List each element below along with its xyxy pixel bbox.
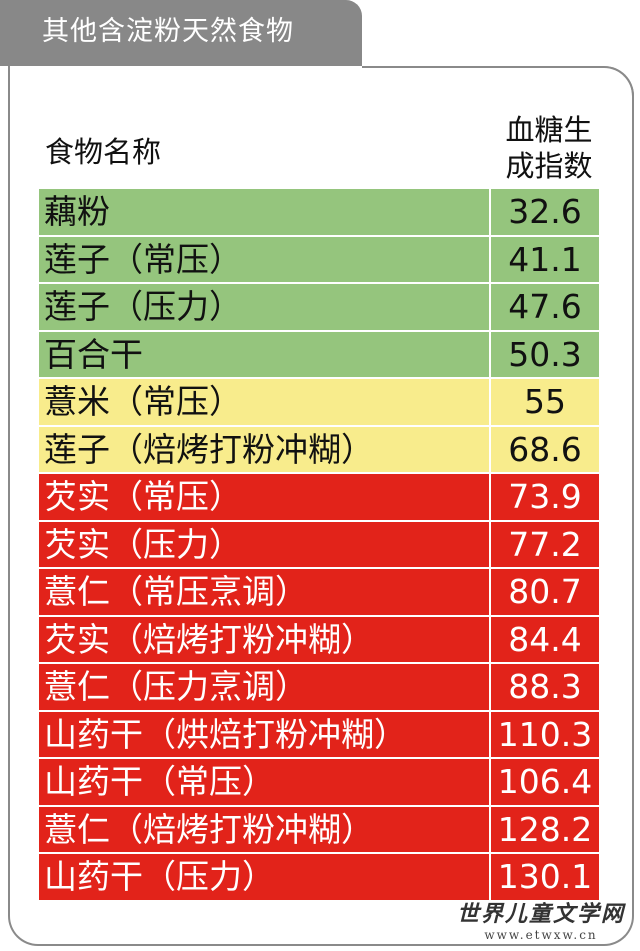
column-header-gi-line1: 血糖生	[505, 113, 593, 147]
food-name-cell: 山药干（常压）	[39, 759, 489, 805]
food-name-cell: 芡实（常压）	[39, 474, 489, 520]
column-header-food-name: 食物名称	[45, 135, 162, 169]
gi-value-cell: 77.2	[491, 521, 599, 567]
food-name-cell: 莲子（焙烤打粉冲糊）	[39, 426, 489, 472]
watermark-site-name: 世界儿童文学网	[456, 901, 625, 927]
title-tab: 其他含淀粉天然食物	[0, 0, 362, 66]
gi-value-cell: 130.1	[491, 854, 599, 900]
food-name-cell: 山药干（烘焙打粉冲糊）	[39, 711, 489, 757]
table-row: 薏仁（常压烹调） 80.7	[39, 569, 599, 615]
gi-value-cell: 68.6	[491, 426, 599, 472]
table-row: 薏仁（压力烹调） 88.3	[39, 664, 599, 710]
food-name-cell: 莲子（压力）	[39, 284, 489, 330]
gi-value-cell: 110.3	[491, 711, 599, 757]
table-row: 芡实（焙烤打粉冲糊） 84.4	[39, 616, 599, 662]
gi-value-cell: 41.1	[491, 236, 599, 282]
table-row: 莲子（压力） 47.6	[39, 284, 599, 330]
gi-table: 藕粉 32.6 莲子（常压） 41.1 莲子（压力） 47.6 百合干 50.3 薏米（常压） 5…	[39, 189, 599, 902]
food-name-cell: 百合干	[39, 331, 489, 377]
gi-value-cell: 32.6	[491, 189, 599, 235]
gi-value-cell: 106.4	[491, 759, 599, 805]
table-row: 莲子（常压） 41.1	[39, 236, 599, 282]
food-name-cell: 芡实（焙烤打粉冲糊）	[39, 616, 489, 662]
gi-value-cell: 88.3	[491, 664, 599, 710]
watermark-url: www.etwxw.cn	[484, 928, 598, 942]
food-name-cell: 莲子（常压）	[39, 236, 489, 282]
table-row: 山药干（烘焙打粉冲糊） 110.3	[39, 711, 599, 757]
column-header-gi-line2: 成指数	[505, 149, 593, 183]
food-name-cell: 薏仁（常压烹调）	[39, 569, 489, 615]
table-row: 莲子（焙烤打粉冲糊） 68.6	[39, 426, 599, 472]
food-name-cell: 藕粉	[39, 189, 489, 235]
table-row: 藕粉 32.6	[39, 189, 599, 235]
food-name-cell: 薏米（常压）	[39, 379, 489, 425]
food-name-cell: 薏仁（焙烤打粉冲糊）	[39, 806, 489, 852]
gi-value-cell: 73.9	[491, 474, 599, 520]
gi-value-cell: 47.6	[491, 284, 599, 330]
food-name-cell: 薏仁（压力烹调）	[39, 664, 489, 710]
gi-value-cell: 50.3	[491, 331, 599, 377]
food-name-cell: 山药干（压力）	[39, 854, 489, 900]
food-name-cell: 芡实（压力）	[39, 521, 489, 567]
table-row: 芡实（常压） 73.9	[39, 474, 599, 520]
column-header-glycemic-index: 血糖生 成指数	[497, 112, 601, 184]
table-row: 芡实（压力） 77.2	[39, 521, 599, 567]
gi-value-cell: 128.2	[491, 806, 599, 852]
gi-value-cell: 80.7	[491, 569, 599, 615]
watermark: 世界儿童文学网 www.etwxw.cn	[448, 900, 634, 942]
gi-value-cell: 84.4	[491, 616, 599, 662]
page-title: 其他含淀粉天然食物	[42, 16, 294, 47]
table-row: 山药干（常压） 106.4	[39, 759, 599, 805]
table-row: 薏米（常压） 55	[39, 379, 599, 425]
table-row: 百合干 50.3	[39, 331, 599, 377]
table-row: 薏仁（焙烤打粉冲糊） 128.2	[39, 806, 599, 852]
table-row: 山药干（压力） 130.1	[39, 854, 599, 900]
gi-value-cell: 55	[491, 379, 599, 425]
